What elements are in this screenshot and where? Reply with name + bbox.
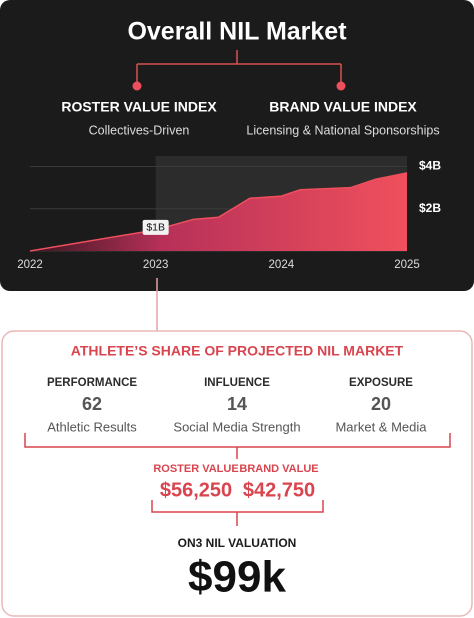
factor-score: 14 <box>227 394 247 414</box>
connector-dot <box>336 81 346 91</box>
factor-score: 62 <box>82 394 102 414</box>
annotation: $1B <box>146 222 165 234</box>
title-connector <box>136 50 342 84</box>
x-tick-label: 2024 <box>269 259 295 271</box>
share-panel <box>1 330 473 617</box>
connector-dot <box>132 81 142 91</box>
x-tick-label: 2025 <box>394 259 420 271</box>
value-label: BRAND VALUE <box>239 463 318 475</box>
index-name: BRAND VALUE INDEX <box>269 99 417 115</box>
value-amount: $42,750 <box>243 479 315 501</box>
panel-title: Overall NIL Market <box>127 18 347 46</box>
factor-label: INFLUENCE <box>204 377 270 389</box>
values-bracket <box>151 500 324 526</box>
valuation-amount: $99k <box>188 553 286 602</box>
area <box>30 172 407 251</box>
index-description: Collectives-Driven <box>89 123 190 137</box>
index-name: ROSTER VALUE INDEX <box>61 99 217 115</box>
valuation-label: ON3 NIL VALUATION <box>178 536 297 550</box>
x-tick-label: 2022 <box>17 259 43 271</box>
annotation-box <box>142 219 169 235</box>
factor-score: 20 <box>371 394 391 414</box>
factor-label: EXPOSURE <box>349 377 413 389</box>
value-label: ROSTER VALUE <box>153 463 238 475</box>
share-title: ATHLETE’S SHARE OF PROJECTED NIL MARKET <box>71 343 404 359</box>
y-tick-label: $2B <box>419 201 441 215</box>
area-line <box>29 172 408 252</box>
factors-bracket <box>24 433 451 459</box>
area-chart: $2B $4B 2022 2023 2024 2025 $1B <box>17 156 441 271</box>
y-tick-label: $4B <box>419 159 441 173</box>
x-tick-label: 2023 <box>143 259 169 271</box>
factor-description: Athletic Results <box>47 419 137 434</box>
factor-description: Market & Media <box>335 419 427 434</box>
index-description: Licensing & National Sponsorships <box>246 123 439 137</box>
factor-description: Social Media Strength <box>173 419 300 434</box>
factor-label: PERFORMANCE <box>47 377 137 389</box>
value-amount: $56,250 <box>160 479 232 501</box>
